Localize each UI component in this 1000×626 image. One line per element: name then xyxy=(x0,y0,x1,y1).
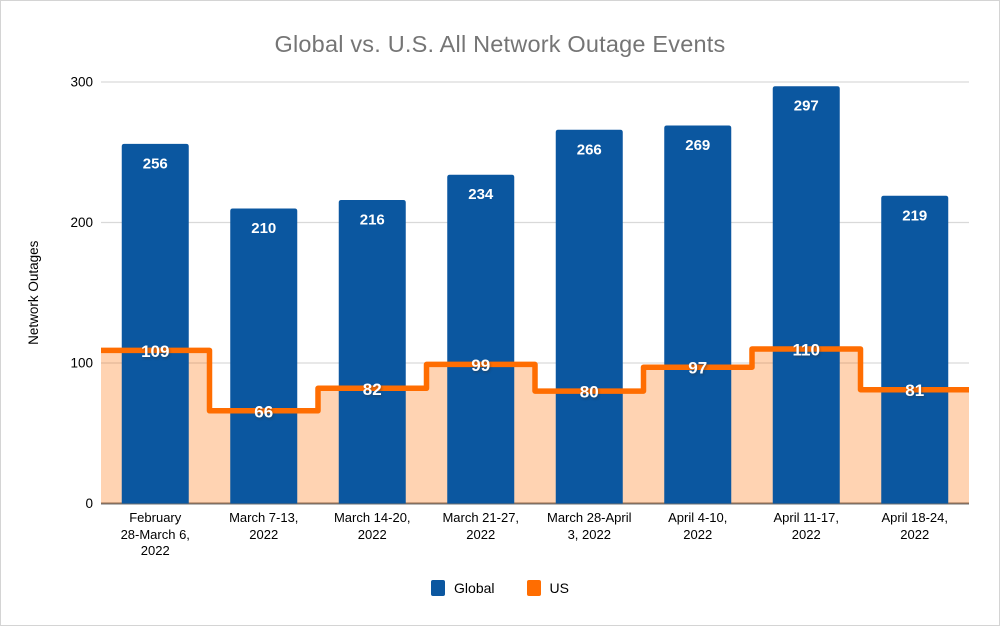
bar-global-3 xyxy=(447,174,515,504)
y-axis-title: Network Outages xyxy=(26,240,41,345)
legend-item-global: Global xyxy=(431,580,495,596)
us-value-label-7: 81 xyxy=(905,381,924,400)
x-axis-label-5: April 4-10, 2022 xyxy=(668,510,728,542)
x-axis-label-1: March 7-13, 2022 xyxy=(229,510,299,542)
bar-global-5 xyxy=(664,125,732,504)
us-value-label-5: 97 xyxy=(688,359,707,378)
us-value-label-6: 110 xyxy=(793,340,820,359)
bar-value-label-3: 234 xyxy=(468,186,494,203)
legend-label-global: Global xyxy=(454,580,495,596)
x-axis-label-2: March 14-20, 2022 xyxy=(333,510,411,542)
legend-swatch-us-icon xyxy=(526,580,541,596)
bar-value-label-5: 269 xyxy=(685,137,710,154)
bar-global-4 xyxy=(555,129,623,504)
bar-global-1 xyxy=(230,208,298,504)
us-value-label-2: 82 xyxy=(363,380,382,399)
legend: Global US xyxy=(1,580,999,596)
legend-label-us: US xyxy=(549,580,569,596)
bar-value-label-0: 256 xyxy=(143,155,168,172)
bar-global-6 xyxy=(772,86,840,504)
legend-item-us: US xyxy=(526,580,569,596)
us-value-label-1: 66 xyxy=(254,402,273,421)
bar-global-7 xyxy=(881,195,949,504)
bar-value-label-2: 216 xyxy=(360,212,385,229)
x-axis-label-3: March 21-27, 2022 xyxy=(442,510,520,542)
bar-value-label-4: 266 xyxy=(577,141,602,158)
legend-swatch-global-icon xyxy=(431,580,446,596)
bar-value-label-6: 297 xyxy=(794,98,819,115)
us-value-label-3: 99 xyxy=(471,356,490,375)
x-axis-label-6: April 11-17, 2022 xyxy=(773,510,839,542)
us-area-fill xyxy=(101,348,969,504)
bar-global-0 xyxy=(121,143,189,504)
y-tick-label-300: 300 xyxy=(70,75,93,90)
chart-title: Global vs. U.S. All Network Outage Event… xyxy=(274,31,726,57)
bar-value-label-7: 219 xyxy=(902,207,927,224)
us-value-label-0: 109 xyxy=(141,342,169,361)
y-tick-label-100: 100 xyxy=(70,356,93,371)
us-value-label-4: 80 xyxy=(580,383,599,402)
y-tick-label-0: 0 xyxy=(85,496,93,511)
bar-value-label-1: 210 xyxy=(251,220,276,237)
y-tick-label-200: 200 xyxy=(70,215,93,230)
bar-global-2 xyxy=(338,200,406,504)
x-axis-label-4: March 28-April 3, 2022 xyxy=(546,510,632,542)
us-step-line xyxy=(101,346,969,414)
x-axis-label-0: February 28-March 6, 2022 xyxy=(120,510,190,559)
x-axis-label-7: April 18-24, 2022 xyxy=(881,510,948,542)
